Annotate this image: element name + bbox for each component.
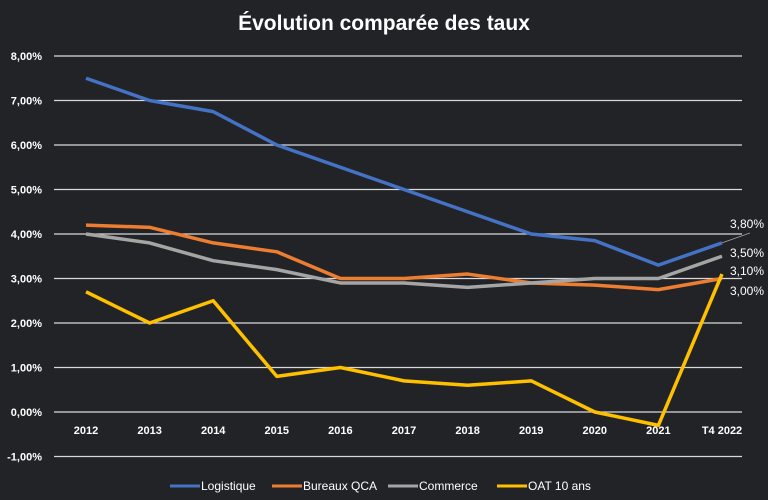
x-tick-label: 2018: [455, 425, 479, 437]
legend-item: Logistique: [201, 479, 256, 493]
legend-item: Commerce: [419, 479, 478, 493]
y-tick-label: 0,00%: [11, 407, 42, 419]
x-tick-label: 2020: [583, 425, 607, 437]
y-tick-label: 2,00%: [11, 318, 42, 330]
x-tick-label: 2016: [328, 425, 352, 437]
data-label: 3,00%: [730, 284, 764, 298]
x-tick-label: 2017: [392, 425, 416, 437]
series-line-logistique: [85, 76, 723, 267]
chart-title: Évolution comparée des taux: [238, 12, 530, 35]
series-line-bureaux-qca: [85, 223, 723, 292]
x-tick-label: 2019: [519, 425, 543, 437]
series-line-oat-10-ans: [85, 273, 724, 428]
x-tick-label: 2013: [137, 425, 161, 437]
x-tick-label: 2012: [74, 425, 98, 437]
legend-item: Bureaux QCA: [303, 479, 377, 493]
y-tick-label: 8,00%: [11, 51, 42, 63]
x-tick-label: T4 2022: [702, 425, 742, 437]
series-line-commerce: [85, 232, 723, 290]
y-tick-label: 1,00%: [11, 363, 42, 375]
data-label: 3,80%: [730, 217, 764, 231]
y-tick-label: 4,00%: [11, 229, 42, 241]
data-label: 3,50%: [730, 246, 764, 260]
leader-line: [721, 232, 751, 244]
x-tick-label: 2014: [201, 425, 226, 437]
x-tick-label: 2015: [265, 425, 289, 437]
y-tick-label: 6,00%: [11, 140, 42, 152]
y-tick-label: 7,00%: [11, 96, 42, 108]
y-tick-label: -1,00%: [7, 452, 42, 464]
y-tick-label: 3,00%: [11, 274, 42, 286]
y-tick-label: 5,00%: [11, 185, 42, 197]
data-label: 3,10%: [730, 264, 764, 278]
legend-item: OAT 10 ans: [528, 479, 591, 493]
x-tick-label: 2021: [646, 425, 670, 437]
